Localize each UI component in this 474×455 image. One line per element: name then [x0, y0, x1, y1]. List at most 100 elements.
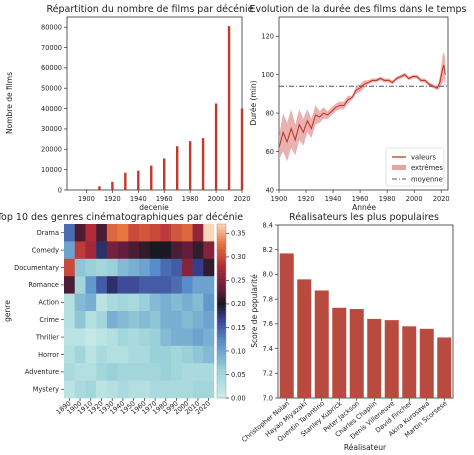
chart-duration-over-time: Evolution de la durée des films dans le … [249, 4, 467, 212]
heat-cell-Action-1940 [117, 293, 129, 312]
ytick-label: 70000 [41, 44, 62, 52]
ytick-label: Comedy [32, 246, 59, 254]
heat-cell-Adventure-1950 [128, 363, 140, 381]
ytick-label: 60000 [41, 64, 62, 72]
colorbar-segment [217, 357, 226, 361]
heat-cell-Adventure-1910 [85, 363, 97, 381]
heat-cell-Drama-1940 [117, 224, 129, 242]
colorbar-segment [217, 241, 226, 245]
heat-cell-Documentary-1980 [160, 258, 172, 277]
chart2-frame [278, 16, 449, 191]
heat-cell-Action-1890 [64, 293, 76, 312]
heat-cell-Thriller-1950 [128, 328, 140, 347]
ytick-label: 30000 [41, 125, 62, 133]
heat-cell-Adventure-1890 [64, 363, 76, 381]
ytick-label: 40000 [41, 105, 62, 113]
heat-cell-Thriller-1890 [64, 328, 76, 347]
heat-cell-Adventure-1920 [96, 363, 108, 381]
heat-cell-Comedy-2020 [203, 241, 215, 260]
colorbar-segment [217, 238, 226, 242]
ytick-label: 8.4 [263, 221, 274, 229]
colorbar-tick-label: 0.20 [231, 300, 246, 308]
colorbar-segment [217, 267, 226, 271]
bar-decade-1960 [163, 158, 166, 190]
xtick-label: 1920 [104, 195, 121, 203]
colorbar-segment [217, 351, 226, 355]
heat-cell-Action-1930 [106, 293, 118, 312]
colorbar-segment [217, 250, 226, 254]
chart2-xlabel: Année [352, 203, 376, 212]
heat-cell-Romance-1910 [85, 276, 97, 294]
ytick-label: 60 [266, 148, 274, 156]
colorbar-segment [217, 293, 226, 297]
colorbar-segment [217, 296, 226, 300]
heat-cell-Horror-1970 [149, 345, 161, 364]
colorbar-tick-label: 0.05 [231, 371, 246, 379]
bar-decade-1920 [111, 181, 114, 190]
xtick-label: 1980 [182, 195, 199, 203]
bar-david-fincher [402, 326, 417, 398]
heat-cell-Horror-1930 [106, 345, 118, 364]
heat-cell-Horror-1980 [160, 345, 172, 364]
heat-cell-Thriller-1960 [139, 328, 151, 347]
heat-cell-Documentary-1990 [171, 258, 183, 277]
colorbar-segment [217, 389, 226, 393]
heat-cell-Mystery-2020 [203, 380, 215, 399]
heat-cell-Drama-2000 [181, 224, 193, 242]
colorbar-segment [217, 319, 226, 323]
legend-valeurs-label: valeurs [411, 154, 436, 162]
ytick-label: Documentary [14, 264, 59, 272]
chart-popular-directors: Réalisateurs les plus populaires Christo… [240, 212, 454, 452]
xtick-label: 1900 [271, 195, 288, 203]
colorbar-segment [217, 247, 226, 251]
chart2-title: Evolution de la durée des films dans le … [250, 4, 467, 15]
heat-cell-Documentary-1960 [139, 258, 151, 277]
heat-cell-Action-1980 [160, 293, 172, 312]
colorbar-tick-label: 0.35 [231, 230, 246, 238]
colorbar-segment [217, 334, 226, 338]
heat-cell-Documentary-1950 [128, 258, 140, 277]
heat-cell-Mystery-1890 [64, 380, 76, 399]
heat-cell-Horror-1940 [117, 345, 129, 364]
heat-cell-Adventure-2010 [192, 363, 204, 381]
colorbar-segment [217, 383, 226, 387]
colorbar-segment [217, 325, 226, 329]
xtick-label: 2000 [208, 195, 225, 203]
colorbar-segment [217, 264, 226, 268]
heat-cell-Crime-1950 [128, 311, 140, 329]
colorbar-segment [217, 282, 226, 286]
heat-cell-Thriller-1980 [160, 328, 172, 347]
chart-genres-heatmap: Top 10 des genres cinématographiques par… [0, 212, 246, 416]
heat-cell-Mystery-1970 [149, 380, 161, 399]
chart2-legend: valeurs extrêmes moyenne [385, 147, 445, 187]
heat-cell-Horror-1950 [128, 345, 140, 364]
heat-cell-Romance-1920 [96, 276, 108, 294]
heat-cell-Crime-1980 [160, 311, 172, 329]
heat-cell-Action-2000 [181, 293, 193, 312]
heat-cell-Mystery-1920 [96, 380, 108, 399]
xtick-label: 1960 [352, 195, 369, 203]
heat-cell-Romance-1940 [117, 276, 129, 294]
xtick-label: 1920 [298, 195, 315, 203]
ytick-label: 7.2 [263, 370, 274, 378]
bar-decade-2010 [227, 26, 231, 190]
colorbar-segment [217, 340, 226, 344]
heat-cell-Documentary-1920 [96, 258, 108, 277]
heat-cell-Romance-2000 [181, 276, 193, 294]
colorbar-segment [217, 392, 226, 396]
bar-stanley-kubrick [332, 307, 347, 398]
heat-cell-Documentary-2020 [203, 258, 215, 277]
heat-cell-Crime-1990 [171, 311, 183, 329]
ytick-label: 80000 [41, 23, 62, 31]
heat-cell-Comedy-1890 [64, 241, 76, 260]
heat-cell-Thriller-1940 [117, 328, 129, 347]
bar-akira-kurosawa [419, 328, 434, 398]
chart2-ylabel: Durée (min) [249, 80, 258, 125]
heat-cell-Romance-1970 [149, 276, 161, 294]
ytick-label: 20000 [41, 146, 62, 154]
heat-cell-Horror-1960 [139, 345, 151, 364]
colorbar-segment [217, 345, 226, 350]
heat-cell-Crime-1930 [106, 311, 118, 329]
bar-decade-1940 [137, 170, 140, 190]
